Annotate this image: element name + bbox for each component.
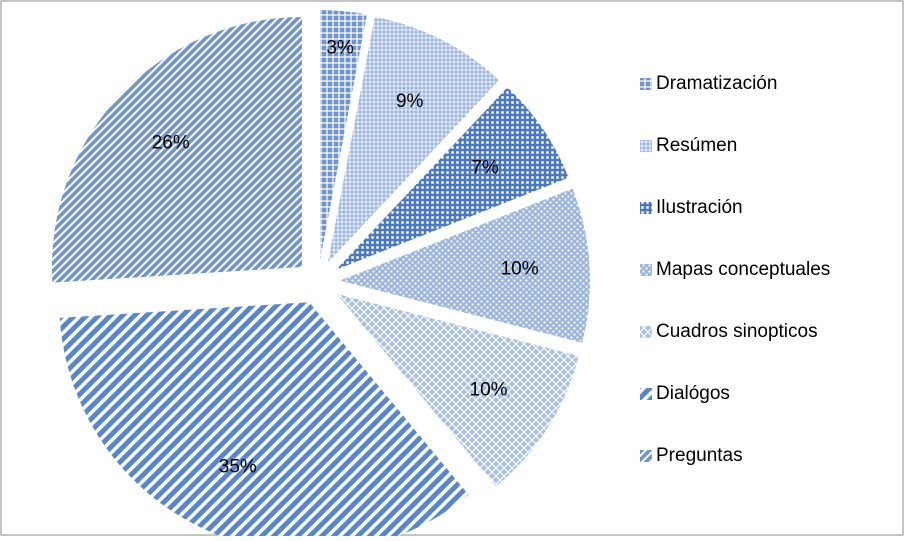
data-label: 26% <box>152 133 190 154</box>
legend-marker <box>640 202 652 214</box>
pie-slice <box>320 10 367 261</box>
pie-slice <box>59 302 469 541</box>
legend-marker <box>640 388 652 400</box>
legend-marker <box>640 326 652 338</box>
legend-label: Ilustración <box>656 197 743 218</box>
legend-marker <box>640 140 652 152</box>
pie-slice <box>336 293 579 487</box>
pie-slice <box>339 188 590 343</box>
data-label: 3% <box>326 38 354 59</box>
data-label: 9% <box>396 91 424 112</box>
pie-slice <box>51 16 302 283</box>
legend-label: Dramatización <box>656 73 777 94</box>
data-label: 10% <box>501 258 539 279</box>
legend-marker <box>640 450 652 462</box>
pie-slice <box>327 16 500 263</box>
legend-label: Preguntas <box>656 445 743 466</box>
data-label: 10% <box>470 379 508 400</box>
data-label: 35% <box>219 456 257 477</box>
data-label: 7% <box>471 157 499 178</box>
legend-label: Resúmen <box>656 135 737 156</box>
pie-slice <box>336 87 569 270</box>
legend-label: Cuadros sinopticos <box>656 321 818 342</box>
legend-label: Dialógos <box>656 383 730 404</box>
legend-label: Mapas conceptuales <box>656 259 830 280</box>
legend-marker <box>640 264 652 276</box>
legend-marker <box>640 78 652 90</box>
